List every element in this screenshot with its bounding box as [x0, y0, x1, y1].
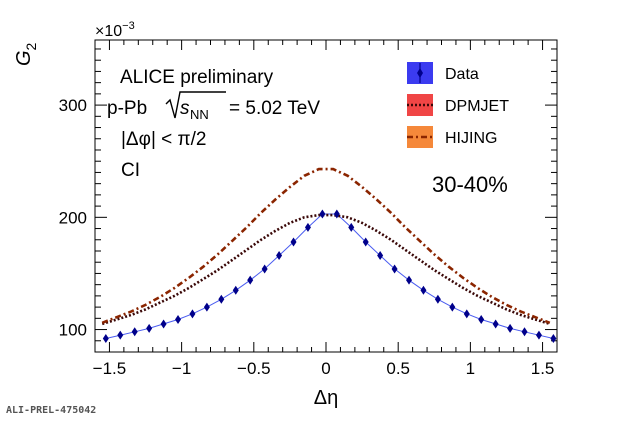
x-tick-label: 0: [321, 359, 330, 378]
data-point: [304, 222, 311, 232]
data-point: [391, 264, 398, 274]
x-tick-label: −1: [172, 359, 191, 378]
x-tick-label: 1.5: [531, 359, 555, 378]
data-point: [117, 330, 124, 340]
data-point: [146, 323, 153, 333]
y-tick-label: 300: [59, 96, 87, 115]
x-tick-label: −0.5: [237, 359, 271, 378]
data-point: [362, 237, 369, 247]
data-point: [261, 264, 268, 274]
y-axis-label: G2: [13, 42, 39, 66]
x-axis-label: Δη: [314, 387, 338, 409]
hijing-curve: [101, 167, 551, 325]
data-point: [247, 275, 254, 285]
data-point: [175, 314, 182, 324]
x-tick-label: −1.5: [93, 359, 127, 378]
data-legend-marker: [417, 68, 423, 78]
data-point: [319, 209, 326, 219]
data-point: [348, 222, 355, 232]
y-tick-label: 100: [59, 321, 87, 340]
data-point: [521, 327, 528, 337]
data-point: [203, 302, 210, 312]
phi-cut-label: |Δφ| < π/2: [121, 129, 207, 150]
hijing-legend-label: HIJING: [445, 130, 497, 147]
data-point: [290, 237, 297, 247]
data-point: [434, 294, 441, 304]
data-point: [160, 319, 167, 329]
data-legend-label: Data: [445, 66, 479, 83]
x-tick-label: 1: [466, 359, 475, 378]
y-tick-label: 200: [59, 208, 87, 227]
data-point: [478, 314, 485, 324]
data-point: [406, 275, 413, 285]
data-point: [550, 334, 557, 344]
experiment-label: ALICE preliminary: [120, 67, 274, 88]
quantity-label: CI: [121, 160, 140, 181]
data-point: [333, 209, 340, 219]
data-point: [420, 285, 427, 295]
energy-label: = 5.02 TeV: [229, 98, 320, 119]
data-point: [507, 323, 514, 333]
legend: Data DPMJET HIJING: [407, 62, 509, 148]
data-point: [232, 285, 239, 295]
data-point: [535, 330, 542, 340]
dpmjet-curve: [101, 213, 551, 326]
preliminary-id-label: ALI-PREL-475042: [6, 405, 96, 416]
svg-text:s: s: [180, 98, 190, 119]
data-point: [218, 294, 225, 304]
data-point: [492, 319, 499, 329]
data-point: [102, 334, 109, 344]
dpmjet-legend-label: DPMJET: [445, 98, 509, 115]
data-point: [463, 309, 470, 319]
hijing-legend-swatch: [407, 126, 433, 148]
data-point: [276, 250, 283, 260]
series-layer: [101, 167, 557, 344]
sqrt-snn-symbol: s NN: [165, 91, 226, 122]
data-point: [449, 302, 456, 312]
data-point: [131, 327, 138, 337]
system-label: p-Pb: [107, 98, 147, 119]
y-axis-multiplier: ×10−3: [95, 20, 135, 40]
centrality-label: 30-40%: [432, 172, 508, 197]
axis-ticks: −1.5 −1 −0.5 0 0.5 1 1.5 100 200 300: [59, 40, 558, 378]
data-point: [189, 309, 196, 319]
data-series-line: [105, 213, 554, 339]
x-tick-label: 0.5: [386, 359, 410, 378]
data-point: [377, 250, 384, 260]
svg-text:NN: NN: [190, 107, 209, 122]
